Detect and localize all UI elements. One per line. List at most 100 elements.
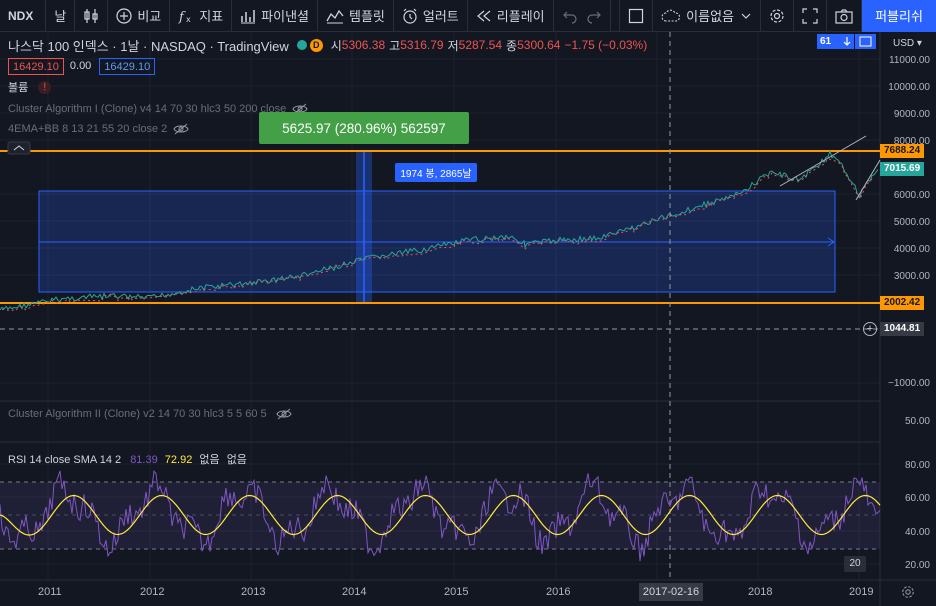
settings-button[interactable] — [761, 0, 794, 32]
upper-line-price-tag: 7688.24 — [880, 144, 925, 158]
arrow-down-icon — [843, 37, 851, 46]
templates-icon — [326, 9, 344, 23]
chart-type-button[interactable] — [75, 0, 109, 32]
indicator2-label[interactable]: 4EMA+BB 8 13 21 55 20 close 2 — [8, 123, 168, 135]
undo-icon[interactable] — [562, 8, 578, 24]
open-key: 시 — [330, 38, 342, 53]
financials-button[interactable]: 파이낸셜 — [232, 0, 318, 32]
replay-button[interactable]: 리플레이 — [468, 0, 554, 32]
time-tick: 2012 — [140, 586, 165, 598]
symbol-search-button[interactable]: NDX — [0, 0, 47, 32]
chart-canvas[interactable] — [0, 32, 936, 606]
expand-icon — [802, 7, 818, 24]
cluster2-tick: 50.00 — [904, 416, 930, 427]
camera-icon — [835, 8, 853, 24]
collapse-pane-button[interactable] — [7, 141, 31, 155]
redo-icon[interactable] — [586, 8, 602, 24]
scroll-to-realtime-button[interactable]: 20 — [844, 556, 866, 572]
gear-icon[interactable] — [901, 585, 915, 599]
rsi-value: 81.39 — [130, 454, 158, 466]
volume-label[interactable]: 볼륨 — [8, 82, 29, 94]
indicator1-label[interactable]: Cluster Algorithm I (Clone) v4 14 70 30 … — [8, 103, 287, 115]
compare-button[interactable]: 비교 — [108, 0, 171, 32]
price-tick: 3000.00 — [893, 271, 930, 282]
eye-off-icon[interactable] — [173, 123, 189, 135]
price-tick: 11000.00 — [889, 55, 930, 66]
market-status-dot — [296, 40, 307, 50]
fullscreen-button[interactable] — [794, 0, 827, 32]
layout-button[interactable]: 이름없음 — [653, 0, 761, 32]
high-value: 5316.79 — [400, 38, 444, 52]
candles-icon — [84, 8, 98, 23]
measure-result-label[interactable]: 5625.97 (280.96%) 562597 — [259, 112, 469, 144]
rewind-icon — [476, 10, 491, 21]
cloud-icon — [661, 9, 681, 22]
snapshot-button[interactable] — [827, 0, 862, 32]
symbol-label: NDX — [8, 8, 34, 23]
sell-price-box[interactable]: 16429.10 — [8, 57, 64, 75]
scroll-to-realtime-label: 20 — [849, 558, 861, 569]
chevron-up-icon — [13, 145, 25, 151]
time-tick: 2013 — [241, 586, 266, 598]
rsi-tick: 40.00 — [904, 527, 930, 538]
alert-button[interactable]: 얼러트 — [394, 0, 468, 32]
delay-badge[interactable]: D — [309, 38, 323, 52]
volume-warning-icon[interactable]: ! — [38, 80, 52, 94]
rsi-sma-value: 72.92 — [164, 454, 193, 466]
trendline-lower[interactable] — [855, 159, 881, 201]
spread-value: 0.00 — [69, 60, 92, 72]
measure-bars-label: 1974 봉, 2865날 — [395, 163, 477, 182]
rsi-tick: 80.00 — [904, 460, 930, 471]
indicator3-label[interactable]: Cluster Algorithm II (Clone) v2 14 70 30… — [8, 408, 267, 420]
price-tick: 10000.00 — [888, 82, 930, 93]
lower-line-price-tag: 2002.42 — [880, 296, 925, 310]
currency-selector[interactable]: USD ▾ — [893, 38, 922, 49]
price-tick: −1000.00 — [888, 378, 930, 389]
chart-grid — [0, 32, 880, 580]
chart-legend: 나스닥 100 인덱스 · 1날 · NASDAQ · TradingView … — [8, 36, 651, 138]
rsi-line — [0, 470, 881, 562]
rsi-extra2: 없음 — [226, 454, 247, 466]
time-tick: 2015 — [444, 586, 469, 598]
close-key: 종 — [506, 38, 518, 53]
rsi-extra1: 없음 — [199, 454, 220, 466]
cursor-date-tag: 2017-02-16 — [639, 583, 703, 601]
replay-label: 리플레이 — [496, 9, 545, 24]
publish-button[interactable]: 퍼블리쉬 — [862, 0, 936, 32]
svg-text:f: f — [178, 10, 186, 24]
range-arrow — [827, 237, 835, 247]
fullscreen-frame-button[interactable] — [619, 0, 654, 32]
rsi-label[interactable]: RSI 14 close SMA 14 2 — [8, 454, 122, 466]
download-button[interactable] — [840, 34, 854, 49]
templates-button[interactable]: 템플릿 — [318, 0, 394, 32]
price-tick: 6000.00 — [893, 190, 930, 201]
screenshot-button[interactable] — [855, 34, 876, 49]
rsi-tick: 20.00 — [904, 560, 930, 571]
top-count-badge[interactable]: 61 — [817, 34, 841, 49]
rsi-tick: 60.00 — [904, 493, 930, 504]
high-key: 고 — [389, 38, 401, 53]
time-tick: 2019 — [849, 586, 874, 598]
price-tick: 9000.00 — [893, 109, 930, 120]
current-price-tag: 7015.69 — [880, 162, 925, 176]
price-tick: 5000.00 — [893, 217, 930, 228]
bar-chart-icon — [241, 9, 256, 23]
eye-off-icon[interactable] — [276, 408, 292, 420]
buy-price-box[interactable]: 16429.10 — [99, 57, 156, 75]
price-series — [0, 149, 879, 311]
price-tick: 4000.00 — [893, 244, 930, 255]
add-alert-plus-icon[interactable]: + — [863, 322, 877, 336]
interval-button[interactable]: 날 — [46, 0, 76, 32]
indicators-label: 지표 — [199, 9, 224, 24]
interval-label: 날 — [54, 9, 67, 24]
low-key: 저 — [447, 38, 459, 53]
low-value: 5287.54 — [458, 38, 503, 52]
image-icon — [859, 36, 872, 47]
symbol-title[interactable]: 나스닥 100 인덱스 · 1날 · NASDAQ · TradingView — [8, 38, 289, 54]
currency-label: USD — [893, 38, 915, 49]
rsi-sma-line — [0, 494, 881, 536]
trendline-upper[interactable] — [779, 135, 867, 187]
